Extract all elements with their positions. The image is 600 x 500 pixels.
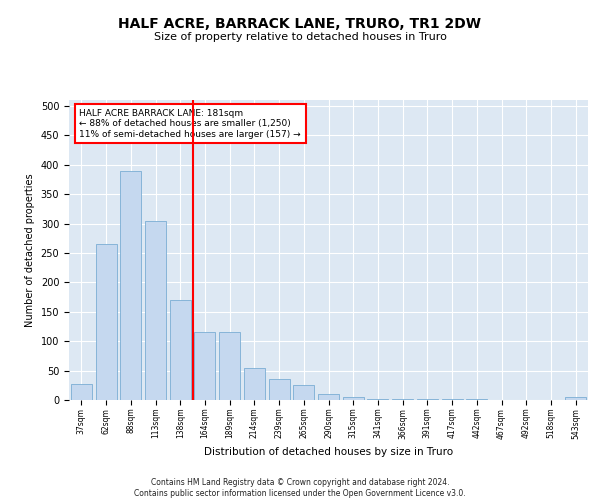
Bar (219, 332, 240, 400)
Bar (95, 244, 116, 400)
Text: HALF ACRE, BARRACK LANE, TRURO, TR1 2DW: HALF ACRE, BARRACK LANE, TRURO, TR1 2DW (119, 18, 482, 32)
Text: Contains HM Land Registry data © Crown copyright and database right 2024.
Contai: Contains HM Land Registry data © Crown c… (134, 478, 466, 498)
Bar (367, 399, 388, 400)
Bar (145, 220, 166, 400)
Bar (71, 384, 92, 400)
Y-axis label: Number of detached properties: Number of detached properties (25, 173, 35, 327)
Bar (343, 397, 364, 400)
Bar (244, 368, 265, 400)
X-axis label: Distribution of detached houses by size in Truro: Distribution of detached houses by size … (204, 447, 453, 457)
Bar (120, 170, 141, 400)
Bar (170, 300, 191, 400)
Text: Size of property relative to detached houses in Truro: Size of property relative to detached ho… (154, 32, 446, 42)
Bar (293, 386, 314, 400)
Bar (318, 394, 339, 400)
Text: HALF ACRE BARRACK LANE: 181sqm
← 88% of detached houses are smaller (1,250)
11% : HALF ACRE BARRACK LANE: 181sqm ← 88% of … (79, 109, 301, 139)
Bar (565, 397, 586, 400)
Bar (269, 380, 290, 400)
Bar (194, 332, 215, 400)
